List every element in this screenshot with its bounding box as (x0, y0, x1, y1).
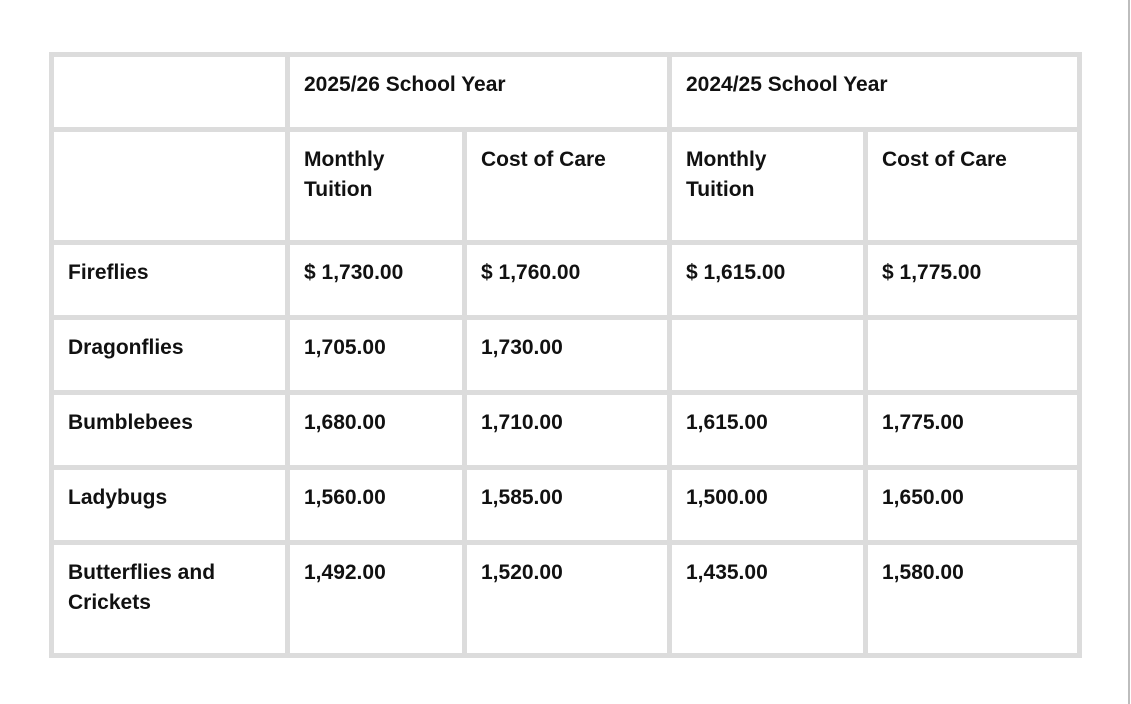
row-label: Butterflies and Crickets (49, 540, 290, 658)
row-label: Dragonflies (49, 315, 290, 395)
cell-cost-of-care-2024: $ 1,775.00 (863, 240, 1082, 320)
cell-cost-of-care-2024 (863, 315, 1082, 395)
cell-monthly-tuition-2024: 1,500.00 (667, 465, 868, 545)
tuition-table: 2025/26 School Year 2024/25 School Year … (49, 52, 1082, 658)
sub-header-label: Cost of Care (481, 148, 606, 171)
table-row-bumblebees: Bumblebees 1,680.00 1,710.00 1,615.00 1,… (49, 390, 1082, 470)
cell-cost-of-care-2025: 1,730.00 (462, 315, 672, 395)
cell-monthly-tuition-2025: 1,705.00 (285, 315, 467, 395)
cell-monthly-tuition-2025: 1,492.00 (285, 540, 467, 658)
row-label: Bumblebees (49, 390, 290, 470)
year-header-2024-25: 2024/25 School Year (667, 52, 1082, 132)
table-row-sub-headers: Monthly Tuition Cost of Care Monthly Tui… (49, 127, 1082, 245)
cell-monthly-tuition-2025: 1,560.00 (285, 465, 467, 545)
sub-header-cost-of-care-2024: Cost of Care (863, 127, 1082, 245)
table-row-fireflies: Fireflies $ 1,730.00 $ 1,760.00 $ 1,615.… (49, 240, 1082, 320)
cell-monthly-tuition-2024: 1,435.00 (667, 540, 868, 658)
corner-blank-cell (49, 52, 290, 132)
cell-monthly-tuition-2025: 1,680.00 (285, 390, 467, 470)
cell-monthly-tuition-2025: $ 1,730.00 (285, 240, 467, 320)
sub-header-monthly-tuition-2025: Monthly Tuition (285, 127, 467, 245)
cell-cost-of-care-2025: 1,710.00 (462, 390, 672, 470)
cell-monthly-tuition-2024 (667, 315, 868, 395)
year-header-2025-26: 2025/26 School Year (285, 52, 672, 132)
sub-header-monthly-tuition-2024: Monthly Tuition (667, 127, 868, 245)
table-row-dragonflies: Dragonflies 1,705.00 1,730.00 (49, 315, 1082, 395)
row-label: Fireflies (49, 240, 290, 320)
cell-cost-of-care-2024: 1,650.00 (863, 465, 1082, 545)
sub-header-label: Monthly Tuition (686, 148, 767, 201)
row-label: Ladybugs (49, 465, 290, 545)
sub-header-label: Monthly Tuition (304, 148, 385, 201)
cell-cost-of-care-2025: 1,520.00 (462, 540, 672, 658)
corner-blank-cell (49, 127, 290, 245)
cell-cost-of-care-2025: $ 1,760.00 (462, 240, 672, 320)
cell-cost-of-care-2025: 1,585.00 (462, 465, 672, 545)
sub-header-label: Cost of Care (882, 148, 1007, 171)
table-row-year-headers: 2025/26 School Year 2024/25 School Year (49, 52, 1082, 132)
sub-header-cost-of-care-2025: Cost of Care (462, 127, 672, 245)
table-row-ladybugs: Ladybugs 1,560.00 1,585.00 1,500.00 1,65… (49, 465, 1082, 545)
cell-cost-of-care-2024: 1,580.00 (863, 540, 1082, 658)
cell-monthly-tuition-2024: $ 1,615.00 (667, 240, 868, 320)
table-row-butterflies-and-crickets: Butterflies and Crickets 1,492.00 1,520.… (49, 540, 1082, 658)
screen-right-edge-line (1128, 0, 1130, 704)
cell-cost-of-care-2024: 1,775.00 (863, 390, 1082, 470)
cell-monthly-tuition-2024: 1,615.00 (667, 390, 868, 470)
